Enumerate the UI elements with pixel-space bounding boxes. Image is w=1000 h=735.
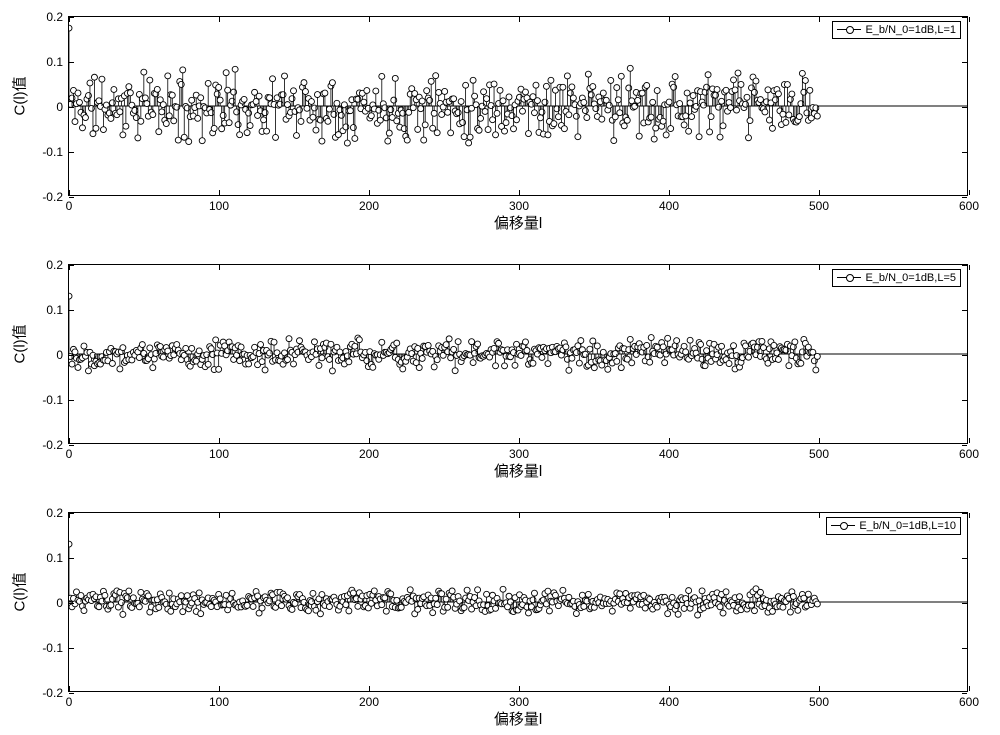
subplot-3: E_b/N_0=1dB,L=10 0100200300400500600-0.2… xyxy=(68,512,968,692)
legend-marker-icon xyxy=(831,522,855,530)
xtick-label: 400 xyxy=(659,695,679,709)
xtick-label: 600 xyxy=(959,695,979,709)
xtick-label: 500 xyxy=(809,199,829,213)
xtick-label: 200 xyxy=(359,695,379,709)
ytick-label: -0.1 xyxy=(42,393,63,407)
xtick-label: 200 xyxy=(359,199,379,213)
xtick-label: 600 xyxy=(959,447,979,461)
xtick-label: 0 xyxy=(66,447,73,461)
xtick-label: 200 xyxy=(359,447,379,461)
ytick-label: 0.1 xyxy=(46,303,63,317)
xtick-label: 400 xyxy=(659,199,679,213)
xtick-label: 500 xyxy=(809,695,829,709)
legend-1: E_b/N_0=1dB,L=1 xyxy=(832,21,961,39)
legend-label-2: E_b/N_0=1dB,L=5 xyxy=(865,272,956,284)
figure: C(l)值 E_b/N_0=1dB,L=1 010020030040050060… xyxy=(0,0,1000,735)
xtick-label: 300 xyxy=(509,447,529,461)
xtick-label: 300 xyxy=(509,695,529,709)
ylabel-3: C(l)值 xyxy=(9,594,30,612)
stem-plot-3 xyxy=(69,513,967,691)
xtick-label: 300 xyxy=(509,199,529,213)
subplot-2: E_b/N_0=1dB,L=5 0100200300400500600-0.2-… xyxy=(68,264,968,444)
ytick-label: 0.2 xyxy=(46,258,63,272)
legend-2: E_b/N_0=1dB,L=5 xyxy=(832,269,961,287)
ytick-label: 0.2 xyxy=(46,10,63,24)
legend-3: E_b/N_0=1dB,L=10 xyxy=(826,517,961,535)
legend-marker-icon xyxy=(837,26,861,34)
ytick-label: 0 xyxy=(56,596,63,610)
xlabel-2: 偏移量l xyxy=(68,460,968,481)
legend-label-1: E_b/N_0=1dB,L=1 xyxy=(865,24,956,36)
xtick-label: 100 xyxy=(209,199,229,213)
xlabel-1: 偏移量l xyxy=(68,212,968,233)
ylabel-2: C(l)值 xyxy=(9,346,30,364)
xtick-label: 100 xyxy=(209,695,229,709)
legend-label-3: E_b/N_0=1dB,L=10 xyxy=(859,520,956,532)
xtick-label: 100 xyxy=(209,447,229,461)
xtick-label: 0 xyxy=(66,199,73,213)
ytick-label: 0 xyxy=(56,348,63,362)
xlabel-3: 偏移量l xyxy=(68,708,968,729)
ytick-label: -0.1 xyxy=(42,145,63,159)
ytick-label: 0.2 xyxy=(46,506,63,520)
xtick-label: 0 xyxy=(66,695,73,709)
ytick-label: 0 xyxy=(56,100,63,114)
ytick-label: 0.1 xyxy=(46,55,63,69)
ytick-label: -0.2 xyxy=(42,190,63,204)
stem-plot-1 xyxy=(69,17,967,195)
ytick-label: -0.2 xyxy=(42,686,63,700)
subplot-1: E_b/N_0=1dB,L=1 0100200300400500600-0.2-… xyxy=(68,16,968,196)
ytick-label: -0.2 xyxy=(42,438,63,452)
xtick-label: 500 xyxy=(809,447,829,461)
ytick-label: -0.1 xyxy=(42,641,63,655)
xtick-label: 400 xyxy=(659,447,679,461)
stem-plot-2 xyxy=(69,265,967,443)
ylabel-1: C(l)值 xyxy=(9,98,30,116)
xtick-label: 600 xyxy=(959,199,979,213)
legend-marker-icon xyxy=(837,274,861,282)
ytick-label: 0.1 xyxy=(46,551,63,565)
